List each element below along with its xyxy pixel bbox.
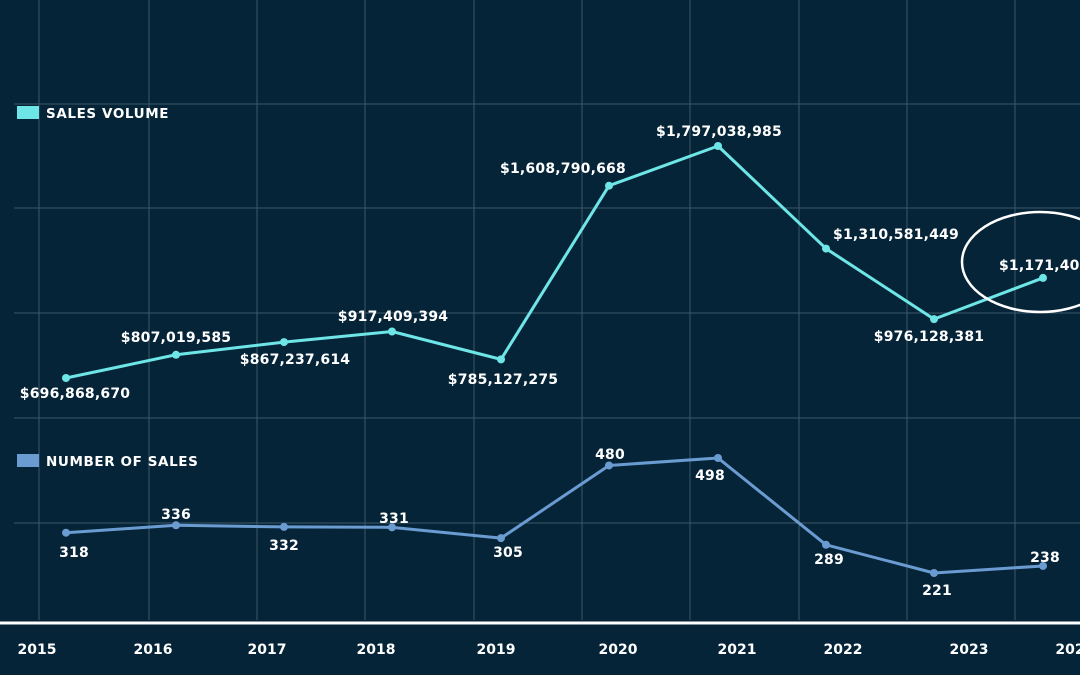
data-label-number-of-sales-2019: 305	[493, 545, 523, 561]
legend-label-number-of-sales: NUMBER OF SALES	[46, 454, 198, 470]
data-label-number-of-sales-2020: 480	[595, 447, 625, 463]
point-number-of-sales-2016	[172, 521, 180, 530]
data-label-sales-volume-2018: $917,409,394	[338, 309, 449, 325]
point-sales-volume-2020	[605, 181, 613, 190]
data-label-sales-volume-2021: $1,797,038,985	[656, 124, 782, 140]
x-tick-label-2022: 2022	[824, 642, 863, 658]
series-sales-volume: $696,868,670 $807,019,585 $867,237,614 $917…	[20, 124, 1080, 402]
data-label-sales-volume-2016: $807,019,585	[121, 330, 231, 346]
highlight-ellipse	[960, 210, 1080, 314]
data-label-number-of-sales-2016: 336	[161, 507, 191, 523]
x-tick-label-2017: 2017	[248, 642, 287, 658]
point-number-of-sales-2018	[388, 523, 396, 532]
point-number-of-sales-2024	[1039, 561, 1047, 570]
x-tick-label-2019: 2019	[477, 642, 516, 658]
data-label-sales-volume-2020: $1,608,790,668	[500, 161, 626, 177]
data-label-number-of-sales-2017: 332	[269, 538, 299, 554]
x-tick-label-2015: 2015	[18, 642, 57, 658]
x-tick-label-2020: 2020	[599, 642, 638, 658]
x-tick-label-2024: 202	[1055, 642, 1080, 658]
legend-swatch-number-of-sales	[17, 454, 39, 467]
point-sales-volume-2023	[930, 315, 938, 324]
series-line-number-of-sales	[65, 456, 1044, 575]
point-sales-volume-2018	[388, 327, 396, 336]
point-number-of-sales-2023	[930, 569, 938, 577]
data-label-sales-volume-2019: $785,127,275	[448, 372, 558, 388]
point-number-of-sales-2022	[822, 540, 830, 549]
x-tick-label-2016: 2016	[134, 642, 173, 658]
point-sales-volume-2015	[62, 374, 70, 382]
point-sales-volume-2021	[714, 142, 722, 150]
point-sales-volume-2016	[172, 350, 180, 359]
point-number-of-sales-2021	[714, 454, 722, 462]
point-sales-volume-2022	[822, 244, 830, 253]
point-number-of-sales-2020	[605, 461, 613, 470]
data-label-number-of-sales-2015: 318	[59, 545, 89, 561]
data-label-sales-volume-2022: $1,310,581,449	[833, 227, 959, 243]
data-label-number-of-sales-2021: 498	[695, 468, 725, 484]
point-number-of-sales-2019	[497, 534, 505, 543]
point-number-of-sales-2015	[62, 528, 70, 537]
data-label-number-of-sales-2024: 238	[1030, 550, 1060, 566]
x-tick-label-2021: 2021	[718, 642, 757, 658]
legend-swatch-sales-volume	[17, 106, 39, 119]
legend-number-of-sales: NUMBER OF SALES	[17, 454, 198, 470]
data-label-sales-volume-2015: $696,868,670	[20, 386, 131, 402]
x-axis-ticks: 2015 2016 2017 2018 2019 2020 2021 2022 2023 202	[18, 642, 1080, 658]
point-sales-volume-2024	[1039, 273, 1047, 282]
data-label-sales-volume-2023: $976,128,381	[874, 329, 984, 345]
x-tick-label-2023: 2023	[950, 642, 989, 658]
point-sales-volume-2019	[497, 355, 505, 364]
legend-sales-volume: SALES VOLUME	[17, 106, 169, 122]
grid-lines	[14, 0, 1080, 620]
data-label-number-of-sales-2018: 331	[379, 511, 409, 527]
highlight-annotation	[960, 210, 1080, 314]
series-number-of-sales: 318 336 332 331 305 480 498 289 221 238	[59, 447, 1060, 599]
series-line-sales-volume	[65, 144, 1044, 380]
x-tick-label-2018: 2018	[357, 642, 396, 658]
data-label-number-of-sales-2023: 221	[922, 583, 952, 599]
legend-label-sales-volume: SALES VOLUME	[46, 106, 169, 122]
point-number-of-sales-2017	[280, 522, 288, 531]
data-label-number-of-sales-2022: 289	[814, 552, 844, 568]
data-label-sales-volume-2024: $1,171,405,1	[999, 258, 1080, 274]
data-label-sales-volume-2017: $867,237,614	[240, 352, 351, 368]
point-sales-volume-2017	[280, 338, 288, 347]
